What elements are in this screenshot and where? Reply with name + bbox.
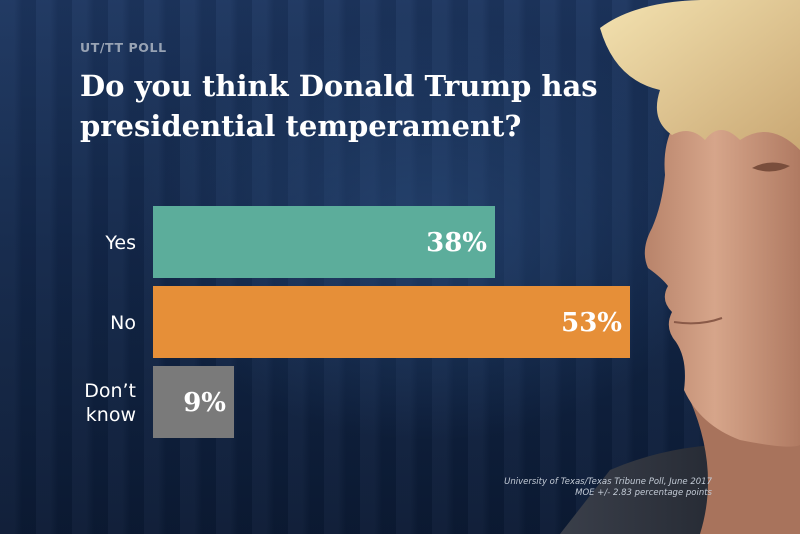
chart-title: Do you think Donald Trump has presidenti… [80, 69, 598, 143]
bar-1 [153, 286, 630, 358]
bar-0 [153, 206, 495, 278]
source-note: University of Texas/Texas Tribune Poll, … [504, 477, 712, 499]
value-label: 53% [561, 308, 622, 338]
category-label-line: No [110, 312, 136, 334]
category-label-line: Don’t [84, 380, 136, 402]
poll-kicker: UT/TT POLL [80, 40, 167, 55]
category-label-line: know [86, 404, 136, 426]
category-label: Don’t know [84, 380, 136, 426]
bar-2 [153, 366, 234, 438]
category-label: No [110, 312, 136, 334]
value-label: 9% [183, 388, 226, 418]
category-label: Yes [104, 232, 136, 254]
value-label: 38% [426, 228, 487, 258]
category-label-line: Yes [104, 232, 136, 254]
margin-of-error-line: MOE +/- 2.83 percentage points [575, 488, 712, 498]
source-line: University of Texas/Texas Tribune Poll, … [504, 477, 712, 487]
